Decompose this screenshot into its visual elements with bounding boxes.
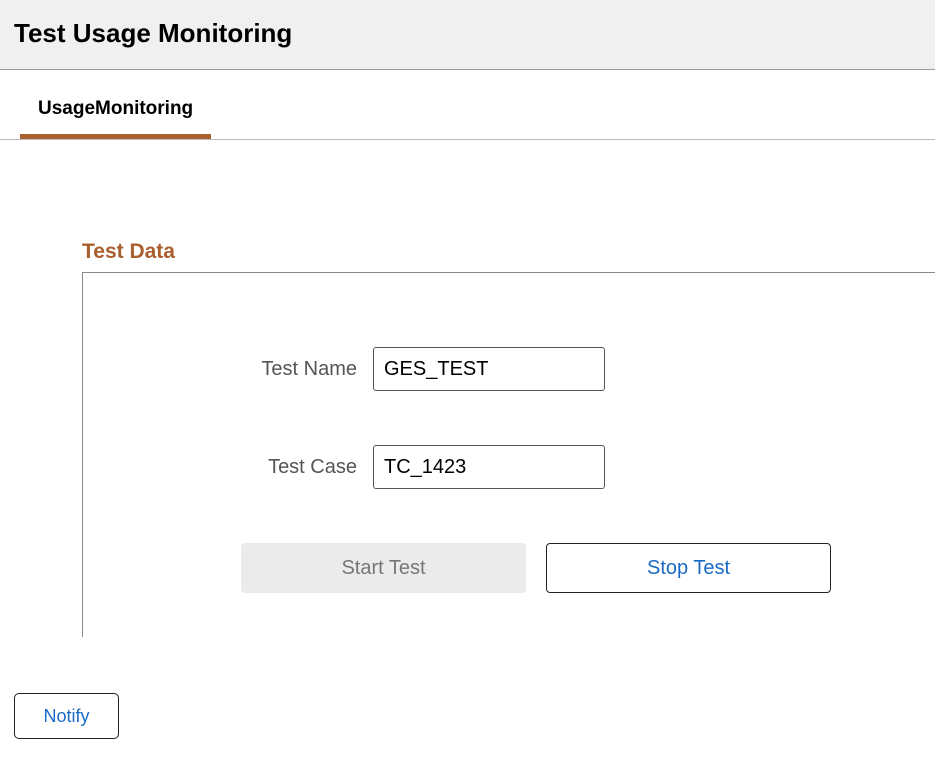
test-case-input[interactable]: [373, 445, 605, 489]
test-case-label: Test Case: [83, 456, 373, 479]
content-area: Test Data Test Name Test Case Start Test…: [0, 140, 935, 637]
test-data-panel: Test Name Test Case Start Test Stop Test: [82, 272, 935, 637]
start-test-button[interactable]: Start Test: [241, 543, 526, 593]
header-bar: Test Usage Monitoring: [0, 0, 935, 70]
section-title: Test Data: [82, 240, 935, 264]
page-title: Test Usage Monitoring: [14, 18, 921, 49]
form-row-test-case: Test Case: [83, 445, 935, 489]
stop-test-button[interactable]: Stop Test: [546, 543, 831, 593]
form-row-test-name: Test Name: [83, 347, 935, 391]
test-name-input[interactable]: [373, 347, 605, 391]
tabs-row: UsageMonitoring: [0, 70, 935, 140]
button-row: Start Test Stop Test: [83, 543, 935, 593]
notify-button[interactable]: Notify: [14, 693, 119, 739]
footer-area: Notify: [0, 637, 935, 739]
tab-usage-monitoring[interactable]: UsageMonitoring: [20, 98, 211, 139]
test-name-label: Test Name: [83, 358, 373, 381]
